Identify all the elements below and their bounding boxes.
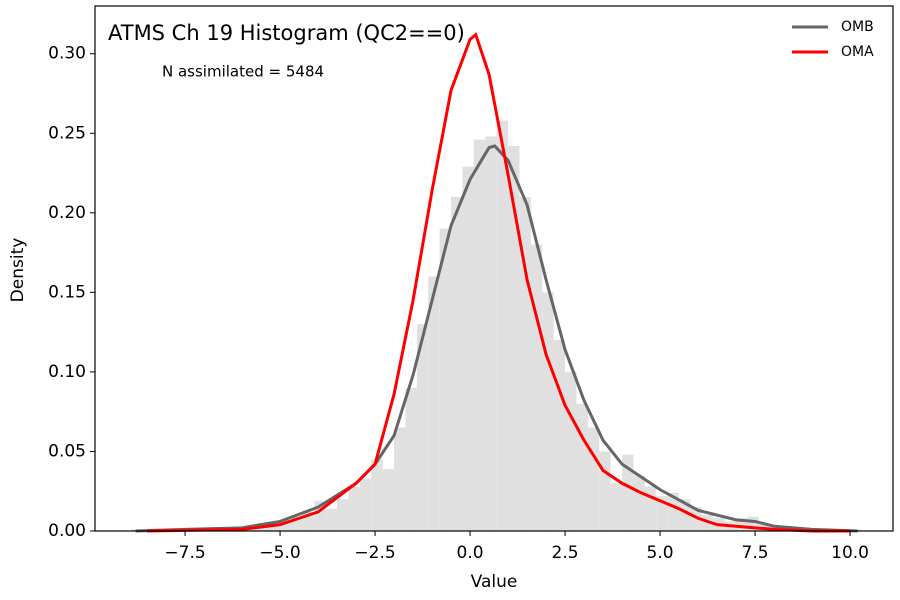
histogram-bar	[371, 459, 383, 531]
histogram-bar	[553, 340, 566, 531]
y-axis-label: Density	[8, 238, 28, 303]
x-tick-label: 10.0	[831, 543, 869, 563]
x-tick-label: −7.5	[164, 543, 205, 563]
histogram-bar	[439, 228, 452, 531]
histogram-bar	[633, 475, 645, 531]
histogram-bar	[644, 486, 657, 531]
y-tick-label: 0.05	[48, 441, 86, 461]
chart-title: ATMS Ch 19 Histogram (QC2==0)	[108, 21, 465, 45]
histogram-bar	[747, 516, 759, 531]
histogram-bar	[508, 146, 520, 531]
histogram-bar	[701, 515, 714, 531]
histogram-bar	[416, 324, 429, 531]
histogram-bar	[496, 120, 509, 531]
histogram-bar	[610, 483, 623, 531]
y-tick-label: 0.15	[48, 282, 86, 302]
histogram-bar	[622, 454, 634, 531]
histogram-bar	[530, 244, 543, 532]
x-axis-label: Value	[471, 572, 518, 592]
histogram-bar	[359, 478, 372, 531]
histogram-bar	[382, 468, 395, 531]
x-tick-label: 0.0	[457, 543, 484, 563]
y-tick-label: 0.25	[48, 123, 86, 143]
histogram-bar	[462, 166, 474, 531]
histogram-bar	[667, 492, 680, 531]
legend-label: OMA	[841, 44, 874, 60]
histogram-bar	[428, 276, 440, 531]
legend-label: OMB	[841, 19, 874, 35]
histogram-bar	[405, 387, 417, 531]
histogram-bar	[542, 292, 554, 531]
annotation: N assimilated = 5484	[162, 63, 324, 81]
histogram-bar	[519, 196, 531, 531]
histogram-bar	[348, 486, 360, 531]
histogram-bar	[280, 519, 292, 531]
histogram-bar	[337, 499, 349, 531]
x-tick-label: −5.0	[259, 543, 300, 563]
x-tick-label: 2.5	[552, 543, 579, 563]
x-tick-label: 5.0	[647, 543, 674, 563]
density-line	[135, 144, 858, 533]
histogram-bar	[599, 451, 611, 531]
density-line	[147, 32, 851, 533]
histogram-bar	[473, 139, 486, 532]
histogram-bar	[736, 518, 748, 531]
histogram-bar	[314, 500, 326, 531]
x-tick-label: 7.5	[742, 543, 769, 563]
plot-frame	[94, 5, 894, 532]
y-tick-label: 0.00	[48, 521, 86, 541]
histogram-bar	[656, 496, 668, 531]
x-tick-label: −2.5	[354, 543, 395, 563]
y-tick-label: 0.10	[48, 362, 86, 382]
histogram-bar	[690, 507, 702, 531]
histogram-bar	[291, 516, 303, 531]
y-tick-label: 0.30	[48, 44, 86, 64]
histogram-bar	[565, 371, 577, 531]
histogram-bar	[587, 427, 600, 531]
histogram-bar	[576, 403, 588, 531]
histogram-bar	[679, 499, 691, 531]
histogram-bar	[302, 511, 315, 531]
y-tick-label: 0.20	[48, 203, 86, 223]
histogram-bar	[394, 427, 406, 531]
histogram-bar	[325, 508, 338, 531]
histogram-bar	[451, 196, 463, 531]
histogram-bar	[485, 136, 497, 532]
